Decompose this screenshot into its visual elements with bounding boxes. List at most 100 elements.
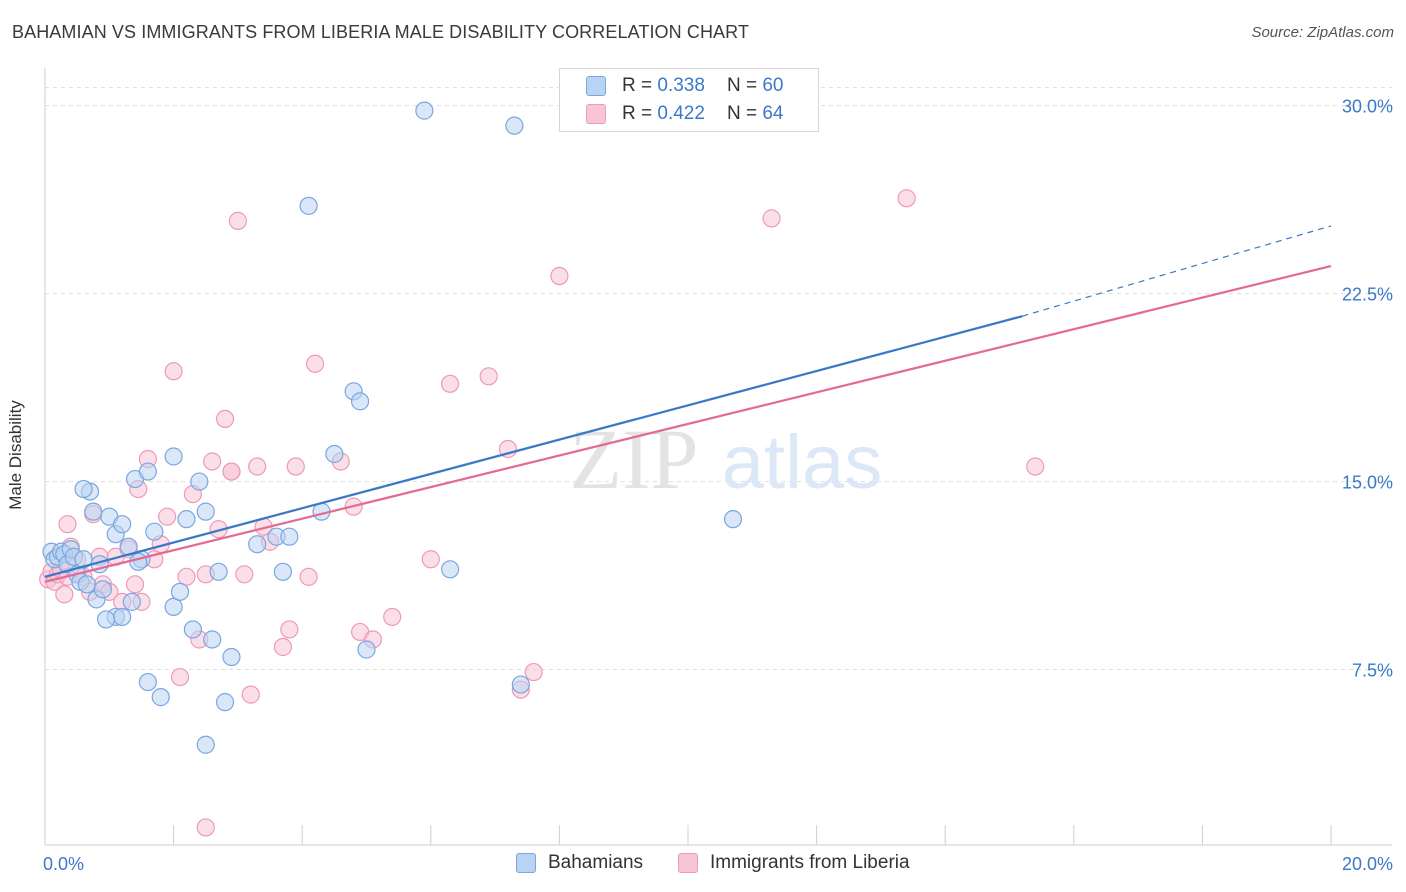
bahamian-point bbox=[138, 462, 157, 481]
bahamian-point bbox=[170, 582, 190, 601]
liberia-point bbox=[273, 637, 293, 657]
bahamian-point bbox=[183, 620, 202, 639]
points-layer bbox=[39, 101, 1045, 837]
liberia-point bbox=[440, 374, 460, 393]
bahamian-point bbox=[505, 116, 524, 135]
legend-item-liberia[interactable]: Immigrants from Liberia bbox=[678, 852, 910, 874]
source-credit: Source: ZipAtlas.com bbox=[1251, 24, 1394, 41]
liberia-point bbox=[58, 515, 77, 534]
bahamian-point bbox=[96, 610, 116, 629]
liberia-point bbox=[158, 507, 177, 526]
bahamian-point bbox=[248, 535, 267, 554]
bahamian-point bbox=[93, 580, 112, 599]
r-label: R = bbox=[622, 103, 653, 124]
legend-item-bahamians[interactable]: Bahamians bbox=[516, 852, 643, 874]
series-legend: Bahamians Immigrants from Liberia bbox=[0, 852, 1406, 876]
y-axis-label: Male Disability bbox=[6, 400, 25, 510]
x-tick-label-min: 0.0% bbox=[43, 854, 84, 874]
liberia-point bbox=[280, 620, 299, 639]
bahamian-point bbox=[138, 672, 157, 692]
bahamian-point bbox=[122, 592, 141, 611]
liberia-point bbox=[550, 266, 569, 286]
n-value: 64 bbox=[762, 103, 784, 124]
chart-title: BAHAMIAN VS IMMIGRANTS FROM LIBERIA MALE… bbox=[12, 22, 750, 42]
liberia-point bbox=[286, 457, 305, 476]
liberia-point bbox=[762, 209, 781, 228]
bahamian-point bbox=[151, 688, 170, 707]
bahamian-point bbox=[129, 552, 148, 571]
r-value: 0.422 bbox=[657, 103, 705, 124]
liberia-point bbox=[383, 607, 402, 627]
n-label: N = bbox=[726, 75, 758, 96]
liberia-point bbox=[164, 362, 183, 381]
bahamian-trendline bbox=[44, 315, 1023, 578]
liberia-point bbox=[196, 818, 215, 837]
liberia-point bbox=[203, 452, 222, 471]
bahamian-point bbox=[299, 196, 318, 215]
liberia-trendline bbox=[44, 264, 1332, 583]
bahamian-point bbox=[280, 527, 299, 546]
axes-layer bbox=[44, 68, 1392, 846]
liberia-point bbox=[222, 462, 241, 481]
bahamian-point bbox=[415, 101, 434, 120]
bahamian-point bbox=[113, 607, 132, 627]
bahamian-point bbox=[273, 562, 293, 581]
stats-legend-row-liberia: R = 0.422 N = 64 bbox=[586, 102, 783, 126]
legend-label-liberia: Immigrants from Liberia bbox=[710, 852, 910, 873]
bahamian-point bbox=[84, 502, 103, 521]
bahamian-point bbox=[350, 392, 370, 411]
bahamian-point bbox=[77, 575, 96, 594]
bahamian-point bbox=[209, 562, 228, 581]
bahamian-point bbox=[215, 693, 235, 712]
bahamian-point bbox=[113, 515, 132, 534]
watermark-atlas: atlas bbox=[722, 420, 883, 505]
liberia-point bbox=[248, 457, 267, 476]
bahamian-point bbox=[222, 647, 241, 667]
n-label: N = bbox=[726, 103, 758, 124]
liberia-point bbox=[228, 211, 247, 230]
liberia-point bbox=[421, 550, 440, 569]
liberia-point bbox=[1026, 457, 1045, 476]
legend-swatch-pink bbox=[678, 853, 698, 873]
liberia-point bbox=[305, 354, 325, 373]
y-tick-label: 7.5% bbox=[1352, 661, 1393, 681]
bahamian-point bbox=[440, 560, 460, 579]
bahamian-point bbox=[164, 447, 183, 466]
n-value: 60 bbox=[762, 75, 784, 96]
bahamian-point bbox=[325, 444, 344, 464]
legend-label-bahamians: Bahamians bbox=[548, 852, 644, 873]
liberia-point bbox=[479, 367, 498, 386]
stats-legend: R = 0.338 N = 60 R = 0.422 N = 64 bbox=[559, 68, 819, 132]
bahamian-point bbox=[74, 479, 93, 499]
liberia-point bbox=[215, 409, 235, 429]
bahamian-trendline-extension bbox=[1022, 225, 1332, 317]
y-tick-label: 22.5% bbox=[1342, 285, 1393, 305]
legend-swatch-blue bbox=[586, 76, 606, 96]
bahamian-point bbox=[357, 640, 376, 659]
tick-label-layer: 7.5% 15.0% 22.5% 30.0% 0.0% 20.0% bbox=[43, 97, 1393, 874]
liberia-point bbox=[897, 189, 916, 208]
liberia-point bbox=[55, 585, 74, 604]
bahamian-point bbox=[511, 675, 530, 694]
bahamian-point bbox=[190, 472, 209, 491]
bahamian-point bbox=[723, 510, 743, 529]
bahamian-point bbox=[203, 630, 222, 649]
liberia-point bbox=[177, 567, 196, 586]
stats-legend-row-bahamians: R = 0.338 N = 60 bbox=[586, 74, 783, 98]
r-label: R = bbox=[622, 75, 653, 96]
liberia-point bbox=[299, 567, 318, 586]
y-tick-label: 15.0% bbox=[1342, 473, 1393, 493]
legend-swatch-blue bbox=[516, 853, 536, 873]
bahamian-point bbox=[196, 735, 215, 754]
liberia-point bbox=[524, 662, 543, 682]
liberia-point bbox=[125, 575, 145, 594]
y-tick-label: 30.0% bbox=[1342, 97, 1393, 117]
r-value: 0.338 bbox=[657, 75, 705, 96]
liberia-point bbox=[235, 565, 254, 584]
legend-swatch-pink bbox=[586, 104, 606, 124]
bahamian-point bbox=[164, 597, 183, 616]
bahamian-point bbox=[145, 522, 164, 541]
liberia-point bbox=[241, 685, 260, 704]
trend-layer bbox=[44, 225, 1332, 583]
